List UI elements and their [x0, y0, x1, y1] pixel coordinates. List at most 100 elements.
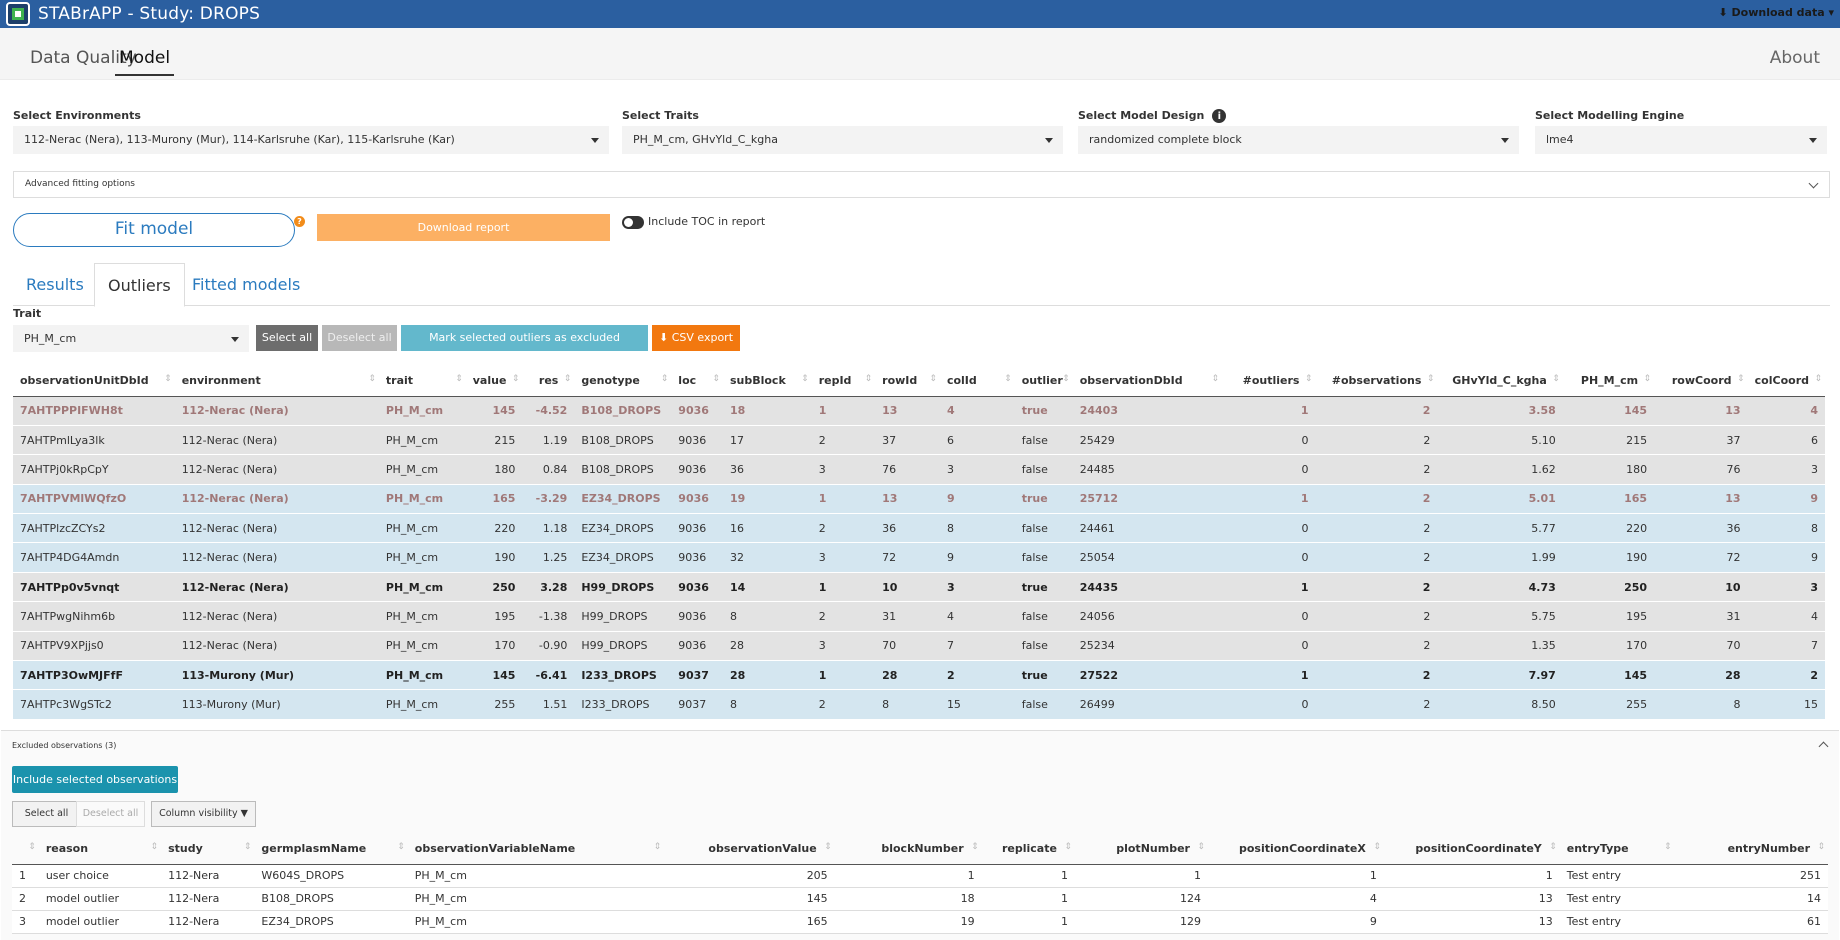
- select-all-button[interactable]: Select all: [256, 325, 318, 351]
- table-cell: Test entry: [1559, 864, 1675, 888]
- column-header[interactable]: observationVariableName: [407, 834, 665, 865]
- table-cell: 3.58: [1437, 396, 1563, 426]
- table-cell: 3: [939, 572, 1015, 603]
- traits-select[interactable]: PH_M_cm, GHvYld_C_kgha: [622, 126, 1063, 154]
- table-row[interactable]: 7AHTPmlLya3lk 112-Nerac (Nera) PH_M_cm 215 1…: [13, 425, 1825, 456]
- table-cell: false: [1014, 601, 1073, 632]
- column-visibility-button[interactable]: Column visibility ▼: [151, 801, 256, 827]
- engine-label: Select Modelling Engine: [1535, 109, 1685, 122]
- column-header[interactable]: PH_M_cm: [1562, 366, 1655, 397]
- column-header[interactable]: rowCoord: [1654, 366, 1748, 397]
- design-select[interactable]: randomized complete block: [1078, 126, 1519, 154]
- table-cell: 7AHTPc3WgSTc2: [13, 689, 175, 720]
- column-header[interactable]: repId: [811, 366, 876, 397]
- nav-about[interactable]: About: [1769, 48, 1820, 68]
- column-header[interactable]: loc: [671, 366, 723, 397]
- table-cell: H99_DROPS: [574, 601, 672, 632]
- column-header[interactable]: germplasmName: [254, 834, 408, 865]
- table-cell: 112-Nera: [161, 910, 255, 934]
- table-row[interactable]: 7AHTPlzcZCYs2 112-Nerac (Nera) PH_M_cm 220 1…: [13, 513, 1825, 544]
- tab-fitted-models[interactable]: Fitted models: [192, 275, 301, 294]
- column-header[interactable]: res: [522, 366, 575, 397]
- include-selected-button[interactable]: Include selected observations: [12, 766, 178, 793]
- csv-export-button[interactable]: ⬇ CSV export: [652, 325, 740, 351]
- table-cell: user choice: [38, 864, 162, 888]
- table-row[interactable]: 7AHTPVMlWQfzO 112-Nerac (Nera) PH_M_cm 165-…: [13, 484, 1825, 515]
- table-row[interactable]: 3 model outlier 112-Nera EZ34_DROPS PH_M_cm 1…: [12, 910, 1828, 934]
- column-header[interactable]: reason: [38, 834, 162, 865]
- column-header[interactable]: observationUnitDbId: [13, 366, 175, 397]
- table-cell: 25712: [1072, 484, 1222, 515]
- column-header[interactable]: plotNumber: [1074, 834, 1208, 865]
- table-cell: 14: [1674, 887, 1828, 911]
- excluded-deselect-all-button[interactable]: Deselect all: [76, 801, 145, 827]
- column-header[interactable]: study: [161, 834, 255, 865]
- table-row[interactable]: 7AHTP3OwMJFfF 113-Murony (Mur) PH_M_cm 145-…: [13, 660, 1825, 691]
- column-header[interactable]: rowId: [875, 366, 940, 397]
- mark-excluded-button[interactable]: Mark selected outliers as excluded obser…: [401, 325, 648, 370]
- table-cell: 190: [1562, 542, 1655, 573]
- excluded-select-all-button[interactable]: Select all: [12, 801, 81, 827]
- table-row[interactable]: 7AHTPp0v5vnqt 112-Nerac (Nera) PH_M_cm 250 3…: [13, 572, 1825, 603]
- excluded-header[interactable]: Excluded observations (3): [12, 741, 117, 750]
- column-header[interactable]: entryNumber: [1674, 834, 1828, 865]
- tab-outliers[interactable]: Outliers: [94, 263, 185, 307]
- table-cell: 18: [722, 396, 812, 426]
- table-cell: 19: [722, 484, 812, 515]
- advanced-fitting-options[interactable]: Advanced fitting options: [13, 171, 1830, 198]
- env-select[interactable]: 112-Nerac (Nera), 113-Murony (Mur), 114-…: [13, 126, 609, 154]
- deselect-all-button[interactable]: Deselect all: [322, 325, 397, 351]
- column-header[interactable]: observationDbId: [1072, 366, 1222, 397]
- table-cell: 31: [875, 601, 940, 632]
- table-row[interactable]: 7AHTPwgNihm6b 112-Nerac (Nera) PH_M_cm 195-…: [13, 601, 1825, 632]
- table-cell: B108_DROPS: [574, 396, 672, 426]
- tab-results[interactable]: Results: [26, 275, 84, 294]
- column-header[interactable]: colCoord: [1747, 366, 1825, 397]
- column-header[interactable]: #outliers: [1221, 366, 1316, 397]
- table-row[interactable]: 2 model outlier 112-Nera B108_DROPS PH_M_cm 1…: [12, 887, 1828, 911]
- trait-select[interactable]: PH_M_cm: [13, 325, 249, 352]
- column-header[interactable]: value: [465, 366, 523, 397]
- column-header[interactable]: genotype: [574, 366, 672, 397]
- column-header[interactable]: GHvYld_C_kgha: [1437, 366, 1563, 397]
- help-icon[interactable]: ?: [294, 216, 305, 227]
- column-header[interactable]: blockNumber: [834, 834, 982, 865]
- table-cell: 0.84: [522, 454, 575, 485]
- table-cell: 10: [875, 572, 940, 603]
- column-header[interactable]: observationValue: [664, 834, 835, 865]
- table-cell: 9037: [671, 689, 723, 720]
- table-cell: 9037: [671, 660, 723, 691]
- table-cell: 15: [1747, 689, 1825, 720]
- download-data-dropdown[interactable]: ⬇ Download data ▾: [1718, 6, 1834, 19]
- nav-tab-data-quality[interactable]: Data Quality: [30, 48, 137, 68]
- column-header[interactable]: colId: [939, 366, 1015, 397]
- table-row[interactable]: 7AHTPV9XPjjs0 112-Nerac (Nera) PH_M_cm 170-…: [13, 631, 1825, 662]
- engine-select[interactable]: lme4: [1535, 126, 1827, 154]
- table-row[interactable]: 7AHTPj0kRpCpY 112-Nerac (Nera) PH_M_cm 180 0…: [13, 454, 1825, 485]
- table-row[interactable]: 7AHTPc3WgSTc2 113-Murony (Mur) PH_M_cm 255 1…: [13, 689, 1825, 720]
- column-header[interactable]: outlier: [1014, 366, 1073, 397]
- table-row[interactable]: 1 user choice 112-Nera W604S_DROPS PH_M_cm 20…: [12, 864, 1828, 888]
- column-header[interactable]: [12, 834, 39, 865]
- column-header[interactable]: replicate: [981, 834, 1075, 865]
- column-header[interactable]: entryType: [1559, 834, 1675, 865]
- table-cell: 28: [722, 660, 812, 691]
- table-cell: 220: [1562, 513, 1655, 544]
- info-icon[interactable]: i: [1212, 109, 1227, 123]
- nav-tab-model[interactable]: Model: [115, 48, 175, 76]
- column-header[interactable]: positionCoordinateX: [1207, 834, 1384, 865]
- column-header[interactable]: positionCoordinateY: [1383, 834, 1560, 865]
- column-header[interactable]: environment: [174, 366, 379, 397]
- table-row[interactable]: 7AHTPPPIFWH8t 112-Nerac (Nera) PH_M_cm 145-…: [13, 396, 1825, 426]
- fit-model-button[interactable]: Fit model: [13, 213, 295, 247]
- toc-toggle[interactable]: [622, 216, 644, 229]
- trait-select-value: PH_M_cm: [24, 332, 77, 345]
- chevron-up-icon[interactable]: [1818, 741, 1829, 752]
- table-row[interactable]: 7AHTP4DG4Amdn 112-Nerac (Nera) PH_M_cm 190 1…: [13, 542, 1825, 573]
- column-header[interactable]: trait: [378, 366, 466, 397]
- download-report-button[interactable]: Download report: [317, 214, 610, 241]
- table-cell: 37: [1654, 425, 1748, 456]
- column-header[interactable]: subBlock: [722, 366, 812, 397]
- table-cell: PH_M_cm: [378, 689, 466, 720]
- column-header[interactable]: #observations: [1315, 366, 1438, 397]
